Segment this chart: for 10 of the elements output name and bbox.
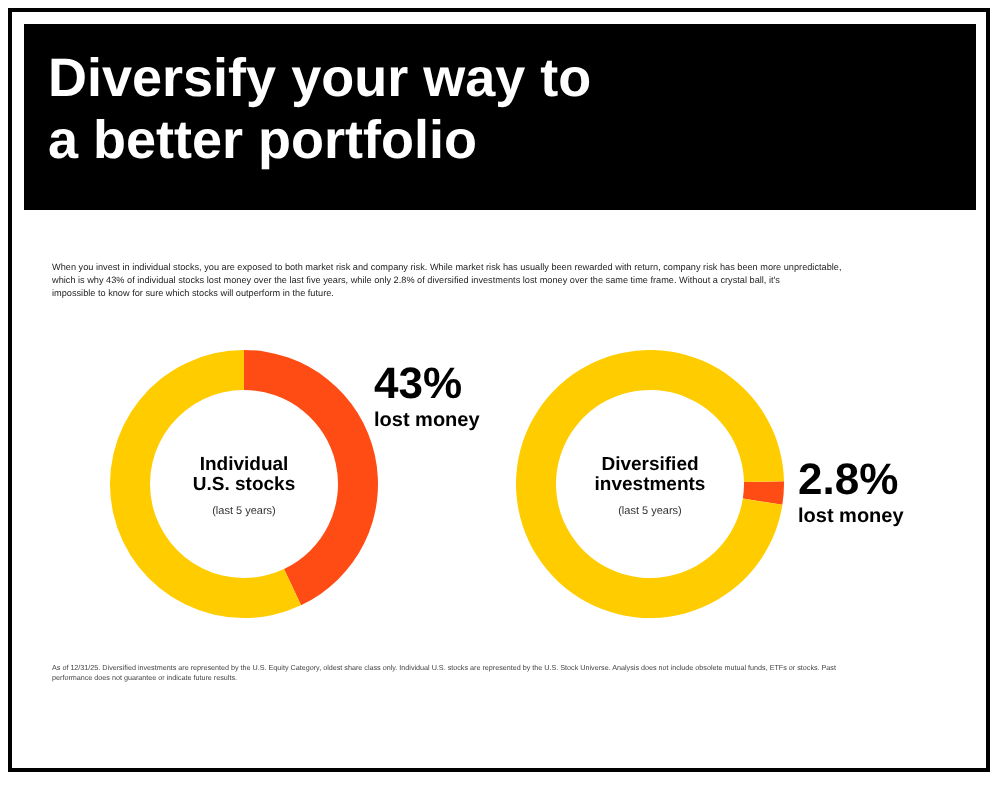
donut-slice xyxy=(742,481,784,505)
text: Diversified investments xyxy=(594,454,706,496)
data-label: 2.8% xyxy=(798,454,899,504)
donut-slice xyxy=(110,350,302,618)
slice-label: lost money xyxy=(374,410,481,432)
text: Diversify your way to a better portfolio xyxy=(48,48,592,170)
slice-label: lost money xyxy=(798,506,905,528)
donut-slice xyxy=(516,350,784,618)
text: Individual U.S. stocks xyxy=(192,454,296,496)
data-label: 43% xyxy=(374,358,463,408)
